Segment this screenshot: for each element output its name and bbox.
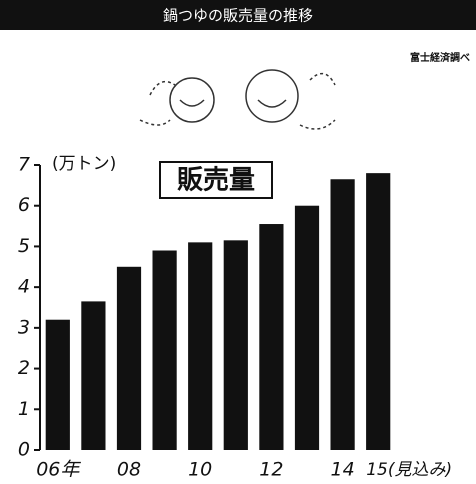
bar (81, 301, 105, 450)
bar (366, 173, 390, 450)
y-tick-label: 0 (18, 439, 30, 461)
bar (224, 240, 248, 450)
bar (152, 251, 176, 451)
chart: 鍋つゆの販売量の推移 富士経済調べ 販売量 (万トン) 0123456706年0… (0, 0, 476, 484)
x-tick-label: 08 (117, 459, 141, 481)
y-tick-label: 4 (18, 276, 30, 298)
y-tick-label: 6 (18, 194, 30, 216)
bar (330, 179, 354, 450)
bar (188, 242, 212, 450)
x-tick-label: 06年 (36, 459, 81, 481)
x-tick-label: 15(見込み) (366, 460, 452, 480)
bar (259, 224, 283, 450)
y-tick-label: 1 (18, 398, 30, 420)
bar (46, 320, 70, 450)
x-tick-label: 10 (188, 459, 212, 481)
x-tick-label: 14 (331, 459, 355, 481)
y-tick-label: 5 (18, 235, 30, 257)
y-tick-label: 2 (18, 357, 30, 379)
y-axis-label: (万トン) (52, 154, 116, 174)
x-tick-label: 12 (259, 459, 283, 481)
illustration (140, 70, 335, 129)
bar (295, 206, 319, 450)
annotation: 販売量 (177, 166, 255, 196)
chart-title: 鍋つゆの販売量の推移 (163, 7, 313, 25)
y-tick-label: 7 (18, 154, 30, 176)
bar (117, 267, 141, 450)
source: 富士経済調べ (410, 51, 470, 64)
y-tick-label: 3 (18, 316, 30, 338)
